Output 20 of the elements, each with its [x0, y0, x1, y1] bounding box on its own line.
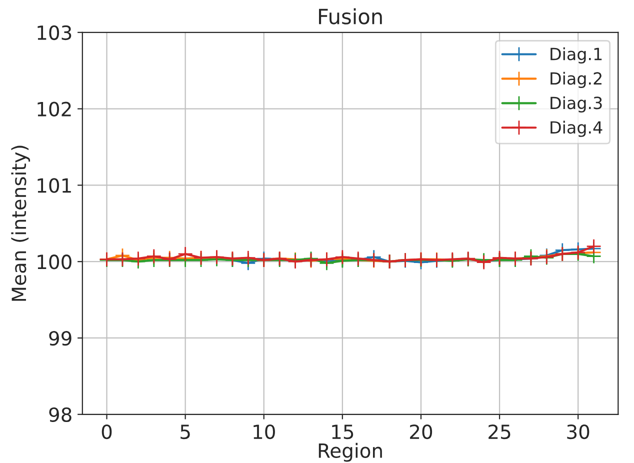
x-tick-label: 15 — [332, 424, 354, 440]
y-tick-label: 98 — [49, 407, 72, 422]
x-tick-label: 25 — [488, 424, 510, 440]
y-tick-label: 102 — [38, 102, 71, 116]
legend-label: Diag.1 — [550, 47, 602, 64]
y-tick-label: 100 — [38, 254, 72, 270]
y-tick-label: 103 — [38, 25, 72, 40]
legend-label: Diag.2 — [550, 72, 602, 88]
y-axis-title: Mean (intensity) — [11, 146, 30, 301]
legend-label: Diag.3 — [550, 96, 602, 112]
x-tick-label: 0 — [102, 424, 112, 440]
x-tick-label: 20 — [410, 424, 432, 440]
x-tick-label: 30 — [567, 424, 590, 440]
y-tick-label: 101 — [38, 178, 71, 193]
chart-title: Fusion — [319, 8, 382, 24]
x-tick-label: 10 — [254, 424, 275, 440]
y-tick-label: 99 — [49, 330, 72, 346]
x-axis-title: Region — [318, 442, 382, 462]
legend-label: Diag.4 — [550, 120, 602, 137]
x-tick-label: 5 — [180, 424, 190, 440]
